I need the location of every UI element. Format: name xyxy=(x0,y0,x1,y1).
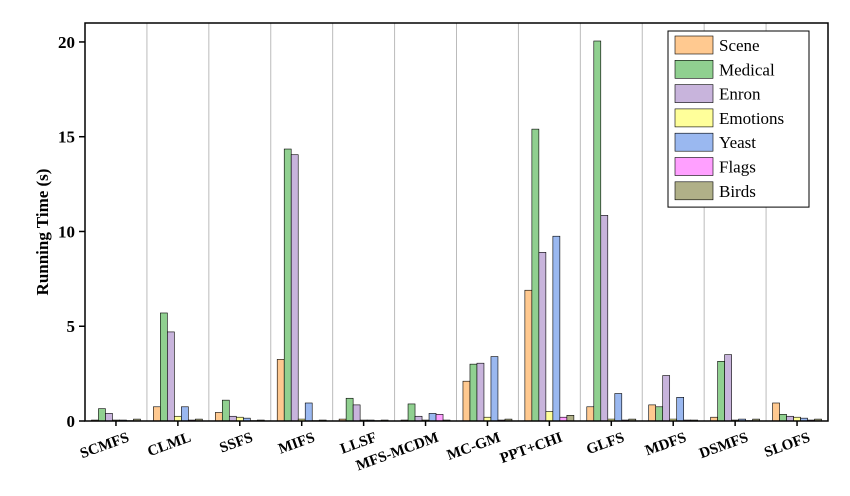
bar xyxy=(677,397,684,421)
legend-label: Yeast xyxy=(719,133,756,152)
y-tick-label: 5 xyxy=(67,317,76,336)
legend-swatch xyxy=(675,60,713,78)
bar xyxy=(594,41,601,421)
y-tick-label: 20 xyxy=(58,33,75,52)
bar xyxy=(429,413,436,421)
bar xyxy=(615,394,622,421)
bar xyxy=(663,376,670,421)
legend-swatch xyxy=(675,85,713,103)
bar xyxy=(277,359,284,421)
y-axis-label: Running Time (s) xyxy=(33,169,52,296)
bar xyxy=(305,403,312,421)
x-tick-label: SSFS xyxy=(218,430,256,457)
bar xyxy=(215,412,222,421)
legend-label: Enron xyxy=(719,85,761,104)
bar xyxy=(718,361,725,421)
x-tick-label: MDFS xyxy=(643,430,688,460)
legend-label: Scene xyxy=(719,36,760,55)
x-tick-label: CLML xyxy=(145,430,193,460)
bar xyxy=(105,413,112,421)
y-tick-label: 0 xyxy=(67,412,76,431)
legend-label: Flags xyxy=(719,158,756,177)
x-tick-label: SLOFS xyxy=(762,430,812,461)
legend-swatch xyxy=(675,133,713,151)
bar xyxy=(532,129,539,421)
bar xyxy=(477,363,484,421)
bar xyxy=(491,357,498,421)
bar xyxy=(160,313,167,421)
legend-swatch xyxy=(675,158,713,176)
bar xyxy=(649,405,656,421)
bar xyxy=(463,381,470,421)
x-tick-label: MC-GM xyxy=(445,430,503,464)
legend-label: Birds xyxy=(719,182,756,201)
x-tick-label: SCMFS xyxy=(78,430,131,462)
bar xyxy=(539,252,546,421)
x-tick-label: MIFS xyxy=(276,430,317,458)
legend-swatch xyxy=(675,36,713,54)
bar xyxy=(587,407,594,421)
x-tick-label: DSMFS xyxy=(697,430,750,462)
bar xyxy=(222,400,229,421)
y-tick-label: 10 xyxy=(58,222,75,241)
bar xyxy=(567,415,574,421)
x-tick-label: GLFS xyxy=(584,430,626,458)
bar xyxy=(284,149,291,421)
bar xyxy=(167,332,174,421)
bar xyxy=(153,407,160,421)
legend-label: Emotions xyxy=(719,109,784,128)
legend-swatch xyxy=(675,182,713,200)
bar xyxy=(470,364,477,421)
bar xyxy=(656,407,663,421)
bar xyxy=(408,404,415,421)
bar xyxy=(553,236,560,421)
legend-label: Medical xyxy=(719,60,775,79)
bar xyxy=(601,215,608,421)
bar xyxy=(291,155,298,421)
bar xyxy=(353,405,360,421)
bar xyxy=(773,403,780,421)
bar xyxy=(436,414,443,421)
bar xyxy=(525,290,532,421)
bar xyxy=(346,398,353,421)
bar xyxy=(546,412,553,421)
bar xyxy=(780,414,787,421)
bar xyxy=(181,407,188,421)
x-tick-label: PPT+CHI xyxy=(498,430,565,467)
legend-swatch xyxy=(675,109,713,127)
bar xyxy=(98,409,105,421)
bar xyxy=(725,355,732,421)
y-tick-label: 15 xyxy=(58,128,75,147)
